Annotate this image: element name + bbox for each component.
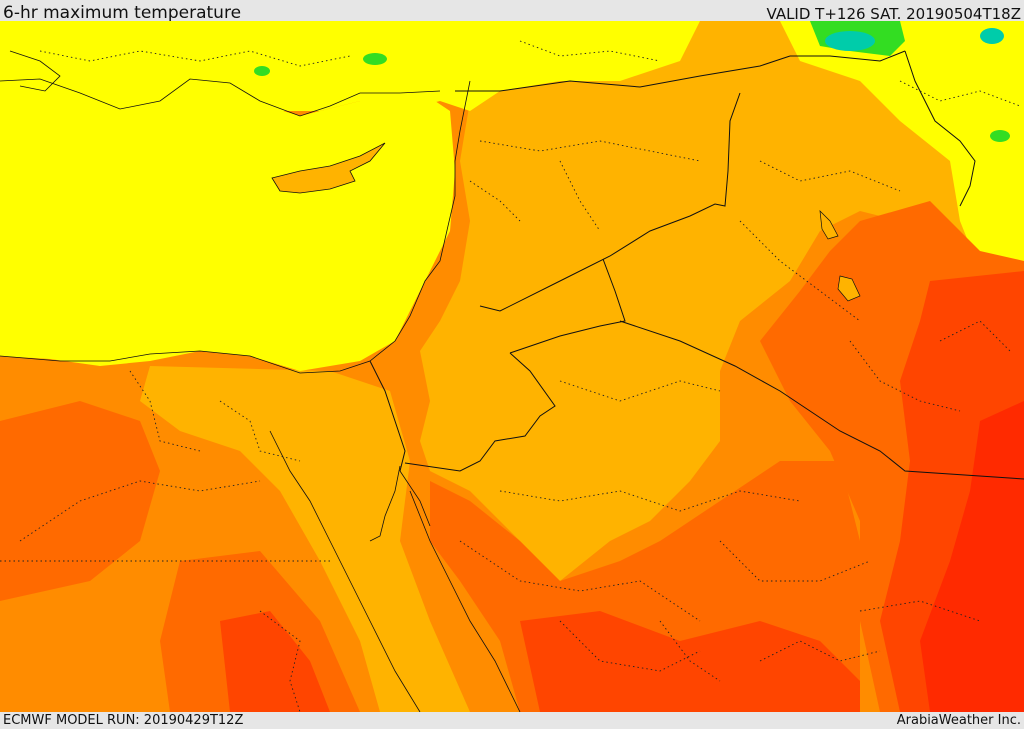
map-canvas	[0, 21, 1024, 712]
teal-patch-ne	[825, 31, 875, 51]
country-borders	[369, 50, 1024, 480]
green-patch-nw1	[254, 66, 270, 76]
teal-patch-far-ne	[980, 28, 1004, 44]
lake-iraq-2	[837, 275, 861, 302]
mediterranean-sea	[0, 81, 455, 371]
light-orange-redsea	[140, 366, 470, 712]
model-run: ECMWF MODEL RUN: 20190429T12Z	[3, 713, 244, 728]
temperature-map[interactable]	[0, 21, 1024, 712]
header-bar: 6-hr maximum temperature VALID T+126 SAT…	[0, 0, 1024, 23]
red-egypt-south	[220, 611, 330, 712]
green-patch-nw2	[363, 53, 387, 65]
green-patch-e	[990, 130, 1010, 142]
yellow-north-zone	[0, 21, 700, 111]
lake-iraq-1	[819, 210, 839, 240]
yellow-northeast-zone	[780, 21, 1024, 271]
valid-time: VALID T+126 SAT. 20190504T18Z	[766, 5, 1021, 23]
footer-bar: ECMWF MODEL RUN: 20190429T12Z ArabiaWeat…	[0, 712, 1024, 729]
coastlines	[0, 50, 521, 712]
red-southeast	[920, 401, 1024, 712]
province-borders	[0, 40, 1021, 712]
credit: ArabiaWeather Inc.	[896, 713, 1021, 728]
light-orange-zone	[420, 21, 1024, 581]
map-title: 6-hr maximum temperature	[3, 3, 242, 23]
cyprus-outline	[271, 142, 386, 194]
